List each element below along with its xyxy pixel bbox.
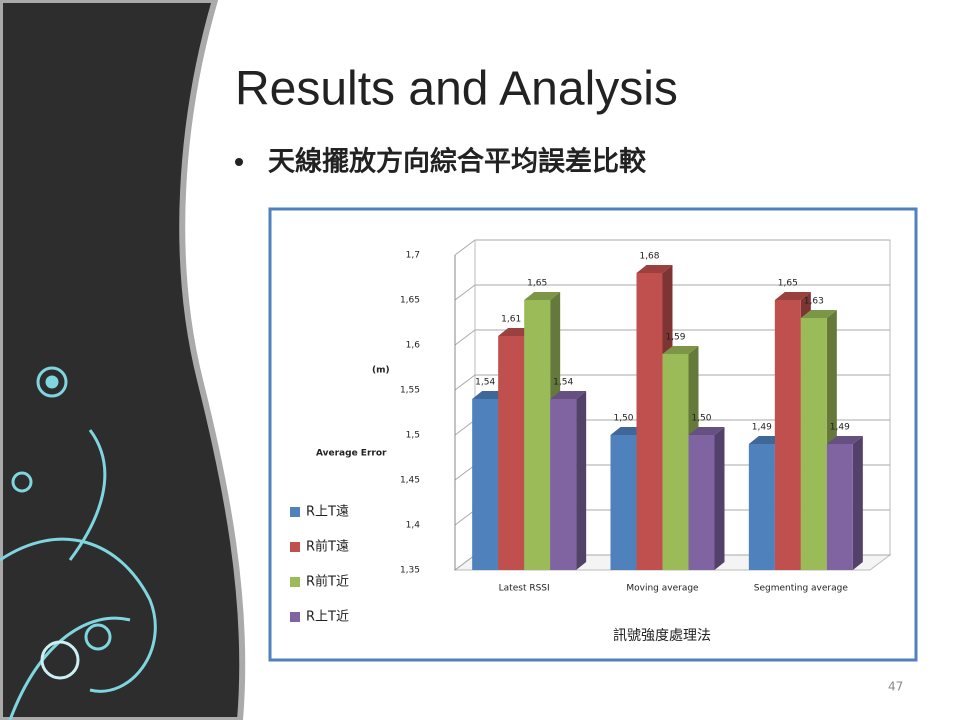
data-label: 1,50	[613, 414, 633, 424]
bar-top	[774, 292, 811, 300]
x-axis-label: 訊號強度處理法	[613, 628, 711, 644]
grid-line	[454, 554, 476, 571]
data-label: 1,50	[691, 414, 711, 424]
legend-label: R上T近	[306, 610, 349, 625]
bar	[688, 435, 715, 570]
legend-swatch	[290, 612, 300, 622]
y-tick-label: 1,65	[400, 296, 420, 306]
data-label: 1,49	[830, 423, 850, 433]
data-label: 1,54	[475, 378, 495, 388]
bar	[748, 444, 775, 570]
bar-side	[714, 427, 725, 570]
bar-side	[576, 391, 587, 570]
decoration	[0, 366, 157, 720]
bar	[826, 444, 853, 570]
y-axis-label: Average Error	[316, 449, 387, 459]
grid-line	[454, 419, 476, 436]
bar	[550, 399, 577, 570]
data-label: 1,65	[778, 279, 798, 289]
legend-label: R上T遠	[306, 505, 349, 520]
title: Results and Analysis	[235, 63, 678, 116]
bar	[636, 273, 663, 570]
data-label: 1,68	[639, 252, 659, 262]
grid-line	[454, 509, 476, 526]
grid-line	[454, 239, 476, 256]
y-tick-label: 1,5	[406, 431, 420, 441]
bar	[498, 336, 525, 570]
page-number: 47	[888, 680, 903, 694]
grid-line	[454, 374, 476, 391]
legend-label: R前T遠	[306, 539, 349, 555]
bullet-dot	[235, 158, 243, 166]
y-axis-unit: (m)	[372, 366, 390, 376]
y-tick-label: 1,45	[400, 476, 420, 486]
bar-top	[826, 436, 863, 444]
legend-swatch	[290, 507, 300, 517]
bar-top	[550, 391, 587, 399]
legend-swatch	[290, 542, 300, 552]
x-tick-label: Latest RSSI	[499, 584, 550, 594]
data-label: 1,63	[804, 297, 824, 307]
y-tick-label: 1,55	[400, 386, 420, 396]
grid-line	[454, 284, 476, 301]
legend-swatch	[290, 577, 300, 587]
bullet-text: 天線擺放方向綜合平均誤差比較	[268, 146, 647, 178]
bar-top	[524, 292, 561, 300]
bar-side	[852, 436, 863, 570]
bar	[774, 300, 801, 570]
bar	[800, 318, 827, 570]
y-tick-label: 1,6	[406, 341, 421, 351]
x-tick-label: Segmenting average	[754, 584, 849, 594]
y-tick-label: 1,4	[406, 521, 421, 531]
grid-line	[454, 464, 476, 481]
bar-top	[636, 265, 673, 273]
data-label: 1,65	[527, 279, 547, 289]
grid-line	[454, 329, 476, 346]
bar-top	[688, 427, 725, 435]
data-label: 1,49	[752, 423, 772, 433]
y-tick-label: 1,35	[400, 566, 420, 576]
bar	[524, 300, 551, 570]
legend-label: R前T近	[306, 574, 349, 590]
bar-top	[662, 346, 699, 354]
y-tick-label: 1,7	[406, 251, 420, 261]
x-tick-label: Moving average	[626, 584, 699, 594]
bar	[610, 435, 637, 570]
data-label: 1,54	[553, 378, 573, 388]
data-label: 1,61	[501, 315, 521, 325]
bar	[662, 354, 689, 570]
data-label: 1,59	[665, 333, 685, 343]
bar-top	[800, 310, 837, 318]
bar	[472, 399, 499, 570]
